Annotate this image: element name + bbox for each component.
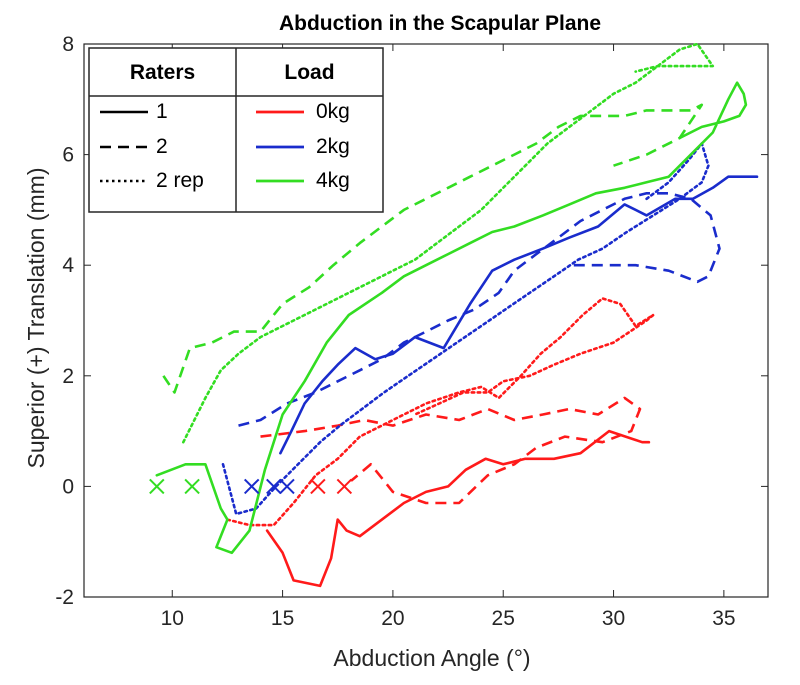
- start-marker-0: [149, 478, 165, 495]
- y-axis-label: Superior (+) Translation (mm): [23, 168, 49, 469]
- start-marker-5: [310, 478, 326, 495]
- legend-load-label-1: 2kg: [316, 135, 350, 158]
- y-tick-label-4: 6: [62, 144, 74, 167]
- x-tick-label-1: 15: [271, 607, 294, 630]
- axes-box: [83, 43, 769, 598]
- series-2kg-rater-1: [279, 175, 759, 455]
- legend: Raters Load 1 2 2 rep 0kg 2kg 4kg: [88, 47, 384, 213]
- start-marker-4: [279, 478, 295, 495]
- legend-rater-label-1: 2: [156, 135, 168, 158]
- y-tick-label-3: 4: [62, 254, 74, 277]
- y-tick-label-1: 0: [62, 475, 74, 498]
- x-tick-label-0: 10: [161, 607, 184, 630]
- series-4kg-rater-1: [155, 81, 748, 555]
- legend-header-load: Load: [284, 61, 334, 84]
- series-4kg-rater-2-rep: [182, 42, 715, 444]
- legend-load-label-0: 0kg: [316, 100, 350, 123]
- y-tick-label-0: -2: [55, 586, 74, 609]
- x-tick-label-4: 30: [602, 607, 625, 630]
- series-0kg-rater-2: [260, 396, 642, 505]
- series-0kg-rater-1: [265, 429, 651, 588]
- legend-rater-label-0: 1: [156, 100, 168, 123]
- legend-header-raters: Raters: [130, 61, 195, 84]
- plot-area: 10 15 20 25 30 35 -2 0 2 4 6 8: [55, 33, 769, 630]
- y-tick-label-5: 8: [62, 33, 74, 56]
- start-marker-1: [184, 478, 200, 495]
- start-marker-6: [336, 478, 353, 495]
- start-marker-3: [266, 478, 282, 495]
- x-tick-label-5: 35: [712, 607, 735, 630]
- series-0kg-rater-2-rep: [226, 297, 655, 527]
- legend-load-label-2: 4kg: [316, 169, 350, 192]
- start-marker-2: [243, 478, 260, 495]
- series-2kg-rater-2: [238, 192, 721, 427]
- y-tick-label-2: 2: [62, 365, 74, 388]
- x-axis-label: Abduction Angle (°): [333, 645, 530, 671]
- x-tick-label-2: 20: [381, 607, 404, 630]
- series-4kg-rater-2: [162, 103, 704, 394]
- series-2kg-rater-2-rep: [221, 142, 710, 516]
- legend-rater-label-2: 2 rep: [156, 169, 204, 192]
- x-tick-label-3: 25: [492, 607, 515, 630]
- chart-title: Abduction in the Scapular Plane: [279, 12, 601, 35]
